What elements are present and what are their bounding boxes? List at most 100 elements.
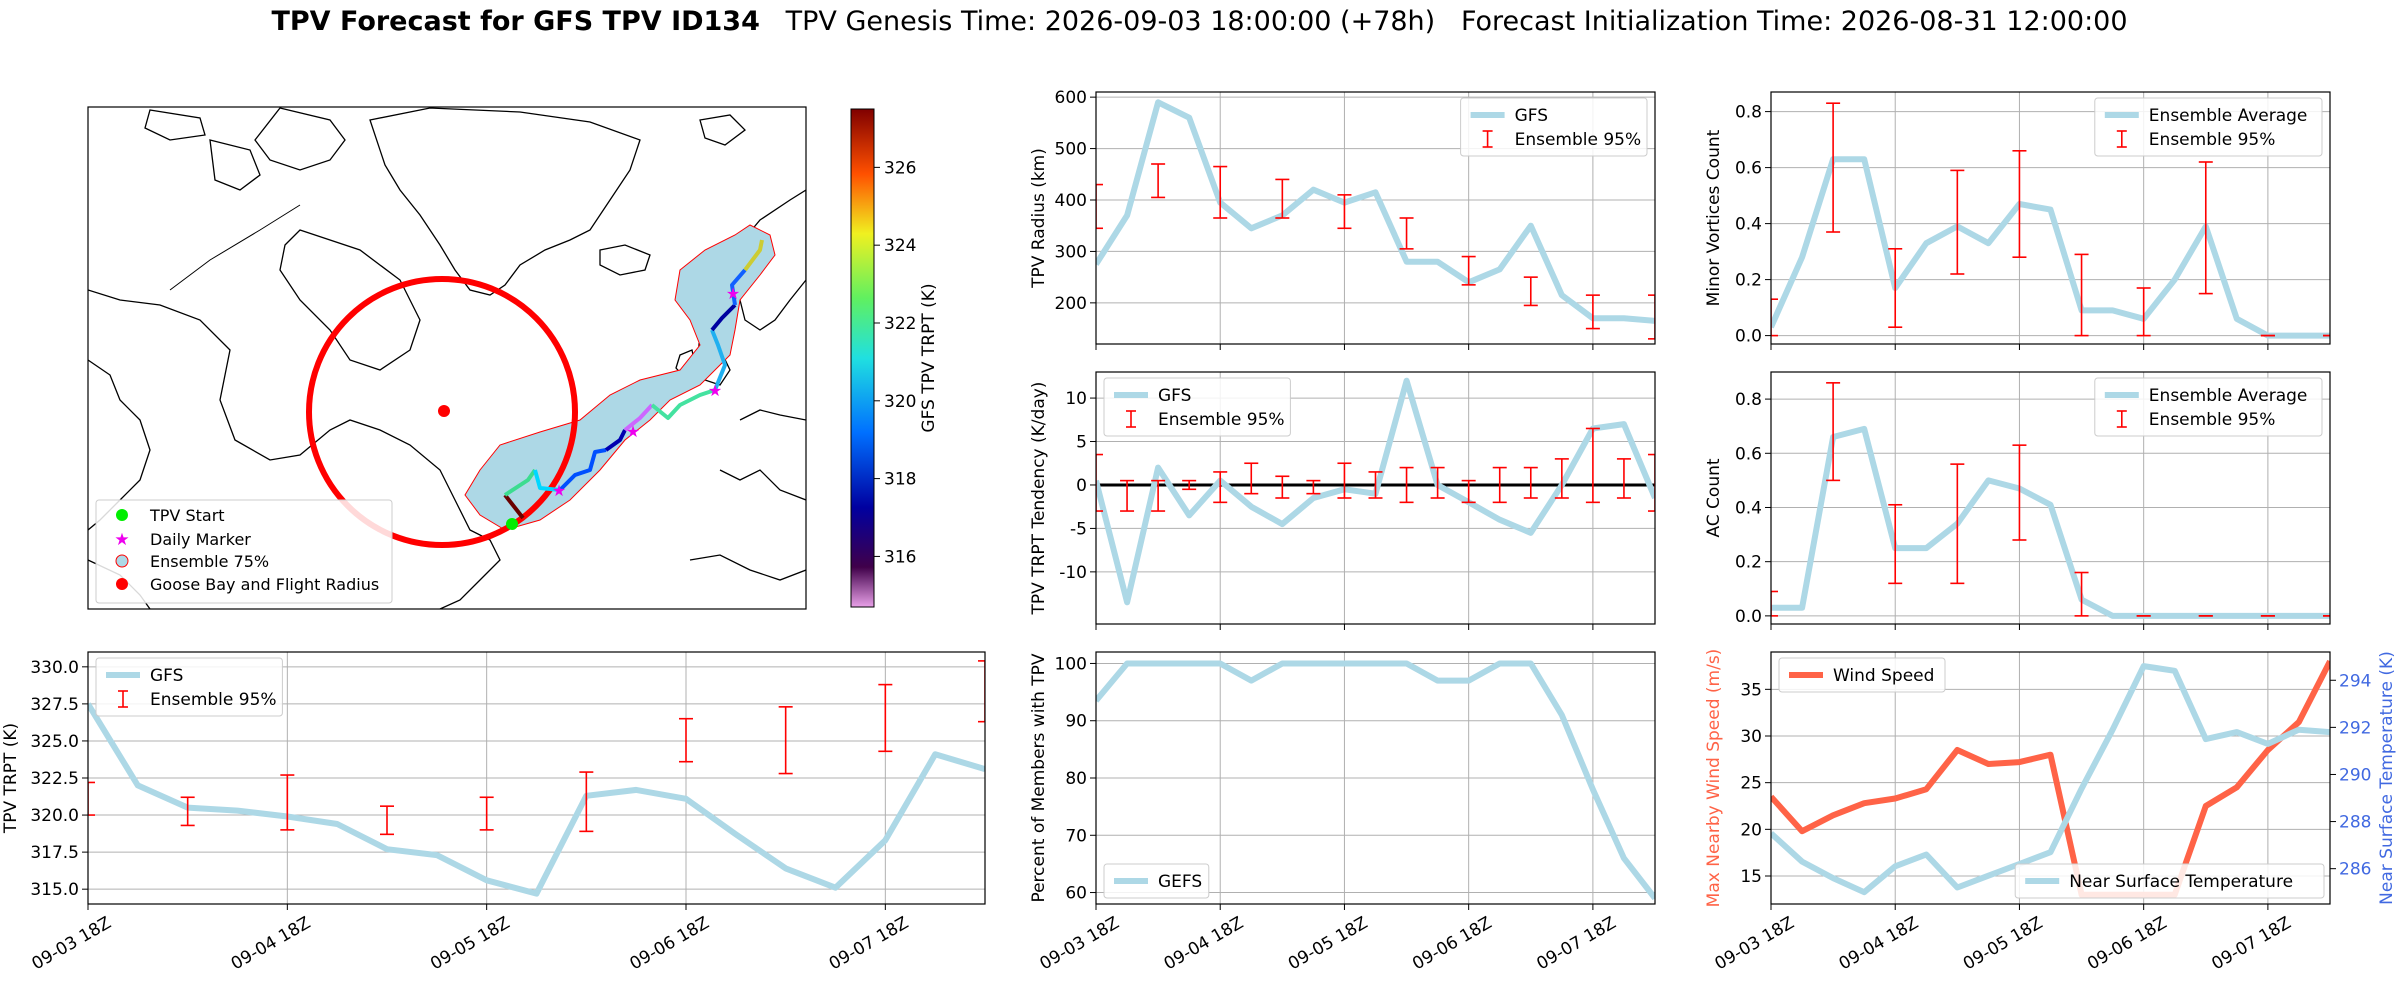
legend-label: Ensemble 95% bbox=[150, 690, 277, 710]
errorbars bbox=[1096, 427, 1655, 512]
x-axis bbox=[1095, 344, 1594, 350]
colorbar-tick-label: 326 bbox=[884, 158, 916, 178]
legend-box bbox=[1103, 377, 1291, 437]
daily-marker: ★ bbox=[708, 381, 722, 400]
legend-label: Ensemble 95% bbox=[2149, 410, 2276, 430]
x-tick-label: 09-05 18Z bbox=[1960, 913, 2046, 974]
colorbar-tick-label: 316 bbox=[884, 547, 916, 567]
y-tick-label: 0.2 bbox=[1735, 271, 1762, 291]
title-main: TPV Forecast for GFS TPV ID134 bbox=[271, 6, 760, 37]
x-tick-label: 09-07 18Z bbox=[2208, 913, 2294, 974]
x-axis bbox=[1095, 624, 1594, 630]
series-line bbox=[88, 702, 985, 897]
legend-label: GFS bbox=[150, 666, 183, 686]
y-tick-label: 320.0 bbox=[30, 806, 79, 826]
y-axis: 0.0 0.2 0.4 0.6 0.8 bbox=[1735, 103, 1771, 347]
coastlines bbox=[88, 107, 806, 609]
daily-marker: ★ bbox=[626, 422, 640, 441]
y-tick-label: 0 bbox=[1076, 476, 1087, 496]
y-tick-label: 317.5 bbox=[30, 843, 79, 863]
y-tick-label: 10 bbox=[1065, 389, 1087, 409]
daily-marker: ★ bbox=[726, 284, 740, 303]
y-tick-label: 70 bbox=[1065, 826, 1087, 846]
x-tick-label: 09-06 18Z bbox=[626, 913, 712, 974]
x-tick-label: 09-03 18Z bbox=[1711, 913, 1797, 974]
legend: Ensemble Average Ensemble 95% bbox=[2094, 97, 2323, 157]
colorbar-tick-label: 322 bbox=[884, 314, 916, 334]
legend-label: Ensemble 95% bbox=[2149, 130, 2276, 150]
y-tick-label: 600 bbox=[1055, 88, 1087, 108]
legend: GFS Ensemble 95% bbox=[95, 657, 283, 717]
tpv-start-marker bbox=[506, 518, 518, 530]
y-tick-label: 80 bbox=[1065, 769, 1087, 789]
tpv-track bbox=[503, 239, 764, 520]
y2-tick-label: 294 bbox=[2339, 671, 2371, 691]
y-tick-label: 0.0 bbox=[1735, 607, 1762, 627]
x-tick-label: 09-06 18Z bbox=[1409, 913, 1495, 974]
legend-box bbox=[2014, 863, 2325, 899]
goose-bay-marker bbox=[438, 405, 450, 417]
y-tick-label: -10 bbox=[1059, 563, 1087, 583]
legend-star-icon: ★ bbox=[114, 530, 129, 550]
plot-area bbox=[1096, 377, 1655, 606]
plot-frame bbox=[1095, 371, 1656, 625]
legend-box bbox=[1103, 863, 1210, 899]
plot-frame bbox=[1770, 91, 2331, 345]
colorbar-tick-label: 318 bbox=[884, 470, 916, 490]
plot-frame bbox=[1095, 91, 1656, 345]
y-tick-label: 0.2 bbox=[1735, 553, 1762, 573]
y-tick-label: 0.8 bbox=[1735, 390, 1762, 410]
plot-area bbox=[1096, 99, 1655, 340]
legend: GEFS bbox=[1103, 863, 1210, 899]
plot-area bbox=[1771, 102, 2330, 339]
plot-area bbox=[1096, 660, 1655, 901]
colorbar-tick-label: 324 bbox=[884, 236, 916, 256]
colorbar-tick-label: 320 bbox=[884, 392, 916, 412]
legend-ensemble-icon bbox=[115, 554, 129, 568]
y-tick-label: 0.8 bbox=[1735, 103, 1762, 123]
x-tick-label: 09-06 18Z bbox=[2084, 913, 2170, 974]
y-tick-label: 35 bbox=[1740, 680, 1762, 700]
legend: Near Surface Temperature bbox=[2014, 863, 2325, 899]
series-line bbox=[1771, 659, 2330, 898]
y-tick-label: 25 bbox=[1740, 774, 1762, 794]
legend-start: TPV Start bbox=[149, 506, 225, 525]
y2-tick-label: 286 bbox=[2339, 860, 2371, 880]
y-axis: 15 20 25 30 35 bbox=[1740, 680, 1771, 887]
daily-markers: ★ ★ ★ ★ bbox=[552, 284, 740, 500]
legend-box bbox=[1460, 97, 1648, 157]
series-line bbox=[1096, 99, 1655, 324]
y-axis-label: AC Count bbox=[1704, 458, 1724, 537]
y-axis: 315.0 317.5 320.0 322.5 325.0 327.5 330.0 bbox=[30, 658, 88, 900]
y-tick-label: 327.5 bbox=[30, 695, 79, 715]
y-tick-label: 0.4 bbox=[1735, 498, 1762, 518]
legend-label: Ensemble 95% bbox=[1158, 410, 1285, 430]
y-axis-label: TPV Radius (km) bbox=[1029, 148, 1049, 289]
errorbars bbox=[88, 660, 985, 836]
chart-tendency: -10 -5 0 5 10 TPV TRPT Tendency (K/day) GFS Ens… bbox=[1029, 371, 1656, 630]
series-line bbox=[1096, 660, 1655, 901]
x-axis bbox=[1770, 344, 2269, 350]
plot-frame bbox=[1770, 371, 2331, 625]
y-tick-label: 20 bbox=[1740, 820, 1762, 840]
y-tick-label: 0.0 bbox=[1735, 327, 1762, 347]
legend-label: GFS bbox=[1158, 386, 1191, 406]
x-axis: 09-03 18Z 09-04 18Z 09-05 18Z 09-06 18Z 09-0… bbox=[1036, 904, 1620, 974]
y-tick-label: 330.0 bbox=[30, 658, 79, 678]
y-tick-label: 300 bbox=[1055, 242, 1087, 262]
y-tick-label: 15 bbox=[1740, 867, 1762, 887]
legend: GFS Ensemble 95% bbox=[1460, 97, 1648, 157]
legend-label: Ensemble Average bbox=[2149, 386, 2308, 406]
y-tick-label: 400 bbox=[1055, 191, 1087, 211]
legend: Ensemble Average Ensemble 95% bbox=[2094, 377, 2323, 437]
y-axis: -10 -5 0 5 10 bbox=[1059, 389, 1096, 583]
errorbars bbox=[1771, 382, 2330, 617]
y-axis-label: Minor Vortices Count bbox=[1704, 129, 1724, 306]
x-tick-label: 09-03 18Z bbox=[1036, 913, 1122, 974]
plot-frame bbox=[1095, 651, 1656, 905]
title-genesis: TPV Genesis Time: 2026-09-03 18:00:00 (+… bbox=[785, 6, 1436, 37]
legend-box bbox=[95, 657, 283, 717]
map-legend: TPV Start ★ Daily Marker Ensemble 75% Go… bbox=[95, 499, 393, 604]
